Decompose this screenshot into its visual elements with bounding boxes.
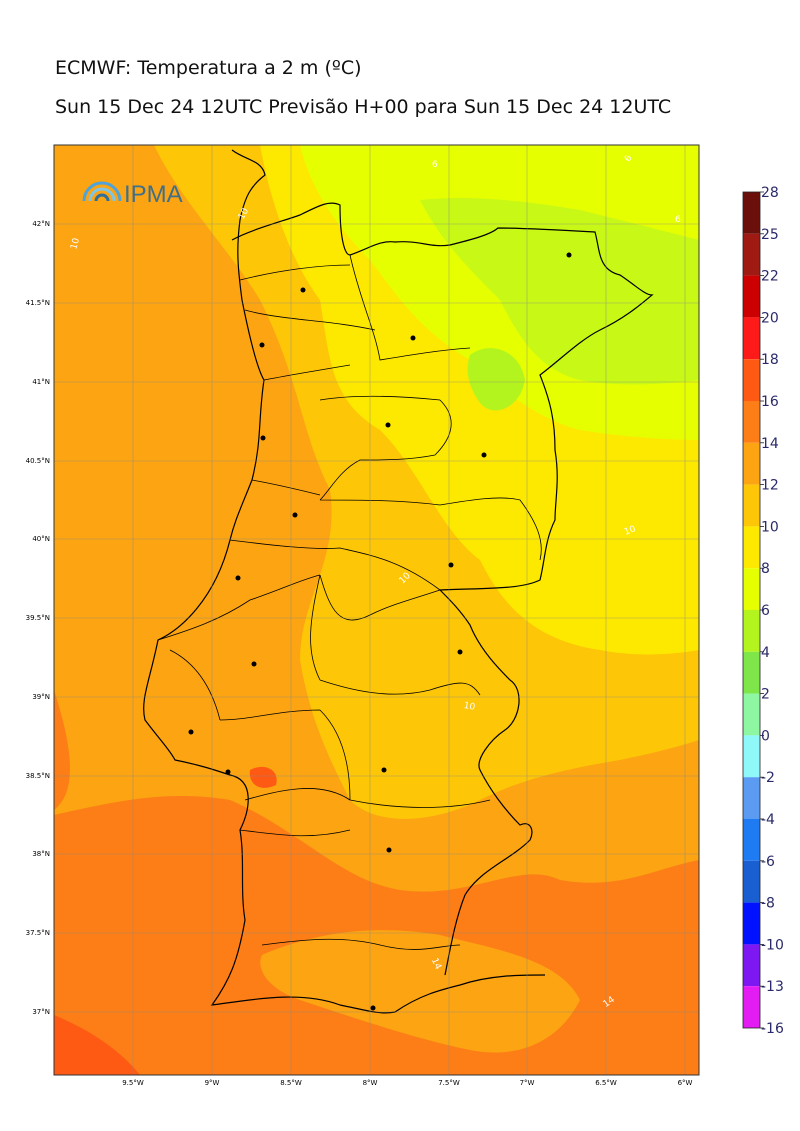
colorbar-swatch (743, 777, 760, 819)
colorbar-swatch (743, 233, 760, 276)
colorbar-swatch (743, 526, 760, 569)
x-tick-label: 6°W (678, 1079, 693, 1087)
colorbar-label: 2 (761, 687, 770, 703)
x-tick-label: 9°W (205, 1079, 220, 1087)
y-tick-label: 39.5°N (26, 614, 50, 622)
colorbar-swatch (743, 610, 760, 652)
logo-text: IPMA (124, 181, 183, 208)
contour-label: 10 (69, 237, 82, 251)
colorbar-label: 25 (761, 227, 779, 243)
colorbar-label: -6 (761, 854, 775, 870)
colorbar-swatch (743, 902, 760, 945)
colorbar-label: 10 (761, 519, 779, 535)
contour-label: 6 (623, 153, 635, 163)
colorbar-swatch (743, 693, 760, 736)
borders (143, 149, 654, 1014)
y-tick-label: 39°N (32, 693, 50, 701)
x-tick-label: 7°W (520, 1079, 535, 1087)
y-tick-label: 41.5°N (26, 299, 50, 307)
colorbar-label: -2 (761, 770, 775, 786)
contour-label: 10 (623, 524, 637, 537)
colorbar-swatch (743, 275, 760, 318)
colorbar-label: 20 (761, 310, 779, 326)
contour-label: 14 (429, 957, 443, 972)
y-tick-label: 37.5°N (26, 929, 50, 937)
y-tick-label: 37°N (32, 1008, 50, 1016)
colorbar-label: -8 (761, 896, 775, 912)
y-tick-label: 38.5°N (26, 772, 50, 780)
contour-label: 6 (675, 215, 681, 225)
logo-arc-icon (88, 187, 116, 202)
map-frame (53, 144, 700, 1076)
colorbar-label: 6 (761, 603, 770, 619)
colorbar-label: 8 (761, 561, 770, 577)
spain-border (231, 202, 654, 976)
y-tick-label: 40.5°N (26, 457, 50, 465)
band-4-6-b (467, 348, 525, 411)
colorbar-label: 0 (761, 728, 770, 744)
x-tick-label: 8.5°W (280, 1079, 302, 1087)
colorbar-swatch (743, 192, 760, 234)
colorbar-swatch (743, 568, 760, 610)
band-4-6 (420, 198, 699, 385)
colorbar-swatch (743, 401, 760, 443)
temperature-field (54, 145, 699, 1075)
colorbar-label: -16 (761, 1021, 784, 1037)
colorbar-label: 22 (761, 269, 779, 285)
colorbar-swatch (743, 484, 760, 527)
map-subtitle: Sun 15 Dec 24 12UTC Previsão H+00 para S… (55, 96, 672, 118)
band-16-18 (54, 1015, 140, 1075)
colorbar-swatch (743, 442, 760, 485)
y-tick-label: 40°N (32, 535, 50, 543)
x-tick-label: 8°W (363, 1079, 378, 1087)
band-6-8-north (320, 145, 699, 191)
colorbar-label: 18 (761, 352, 779, 368)
colorbar-swatch (743, 359, 760, 401)
colorbar-label: 12 (761, 478, 779, 494)
coastline (143, 149, 546, 1014)
colorbar-swatch (743, 317, 760, 360)
colorbar-label: 4 (761, 645, 770, 661)
y-axis-ticks: 42°N 41.5°N 41°N 40.5°N 40°N 39.5°N 39°N… (26, 220, 50, 1016)
x-tick-label: 9.5°W (122, 1079, 144, 1087)
y-tick-label: 42°N (32, 220, 50, 228)
x-tick-label: 7.5°W (438, 1079, 460, 1087)
city-markers (188, 252, 572, 1011)
contour-label: 10 (463, 701, 476, 713)
band-14-16-west (54, 690, 70, 810)
logo-arc-icon (82, 181, 122, 202)
graticule (54, 145, 699, 1075)
colorbar-label: 14 (761, 436, 779, 452)
colorbar-swatch (743, 860, 760, 903)
colorbar-label: -10 (761, 937, 784, 953)
logo-arc-icon (94, 193, 110, 202)
band-12-14-algarve (260, 930, 580, 1053)
x-axis-ticks: 9.5°W 9°W 8.5°W 8°W 7.5°W 7°W 6.5°W 6°W (122, 1079, 692, 1087)
colorbar-label: 28 (761, 185, 779, 201)
contour-label: 6 (432, 160, 438, 170)
ipma-logo: IPMA (82, 181, 183, 208)
colorbar-swatch (743, 819, 760, 861)
colorbar-label: -4 (761, 812, 775, 828)
colorbar-label: -13 (761, 979, 784, 995)
y-tick-label: 38°N (32, 850, 50, 858)
colorbar-swatch (743, 944, 760, 987)
colorbar-swatch (743, 651, 760, 694)
map-title: ECMWF: Temperatura a 2 m (ºC) (55, 57, 362, 79)
y-tick-label: 41°N (32, 378, 50, 386)
x-tick-label: 6.5°W (595, 1079, 617, 1087)
colorbar-label: 16 (761, 394, 779, 410)
colorbar-swatch (743, 986, 760, 1028)
band-16-18-sw (249, 766, 277, 788)
colorbar-swatch (743, 735, 760, 778)
